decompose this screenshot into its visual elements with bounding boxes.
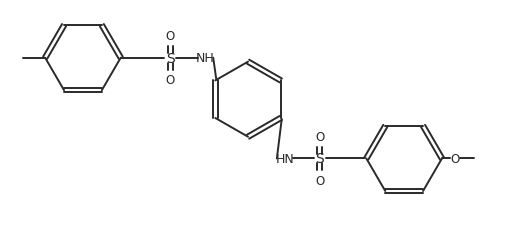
Text: O: O xyxy=(315,131,324,144)
Text: O: O xyxy=(166,74,175,87)
Text: S: S xyxy=(166,52,175,65)
Text: O: O xyxy=(166,30,175,43)
Text: NH: NH xyxy=(195,52,214,65)
Text: O: O xyxy=(315,174,324,187)
Text: HN: HN xyxy=(275,152,293,165)
Text: O: O xyxy=(449,152,459,165)
Text: S: S xyxy=(315,152,323,166)
